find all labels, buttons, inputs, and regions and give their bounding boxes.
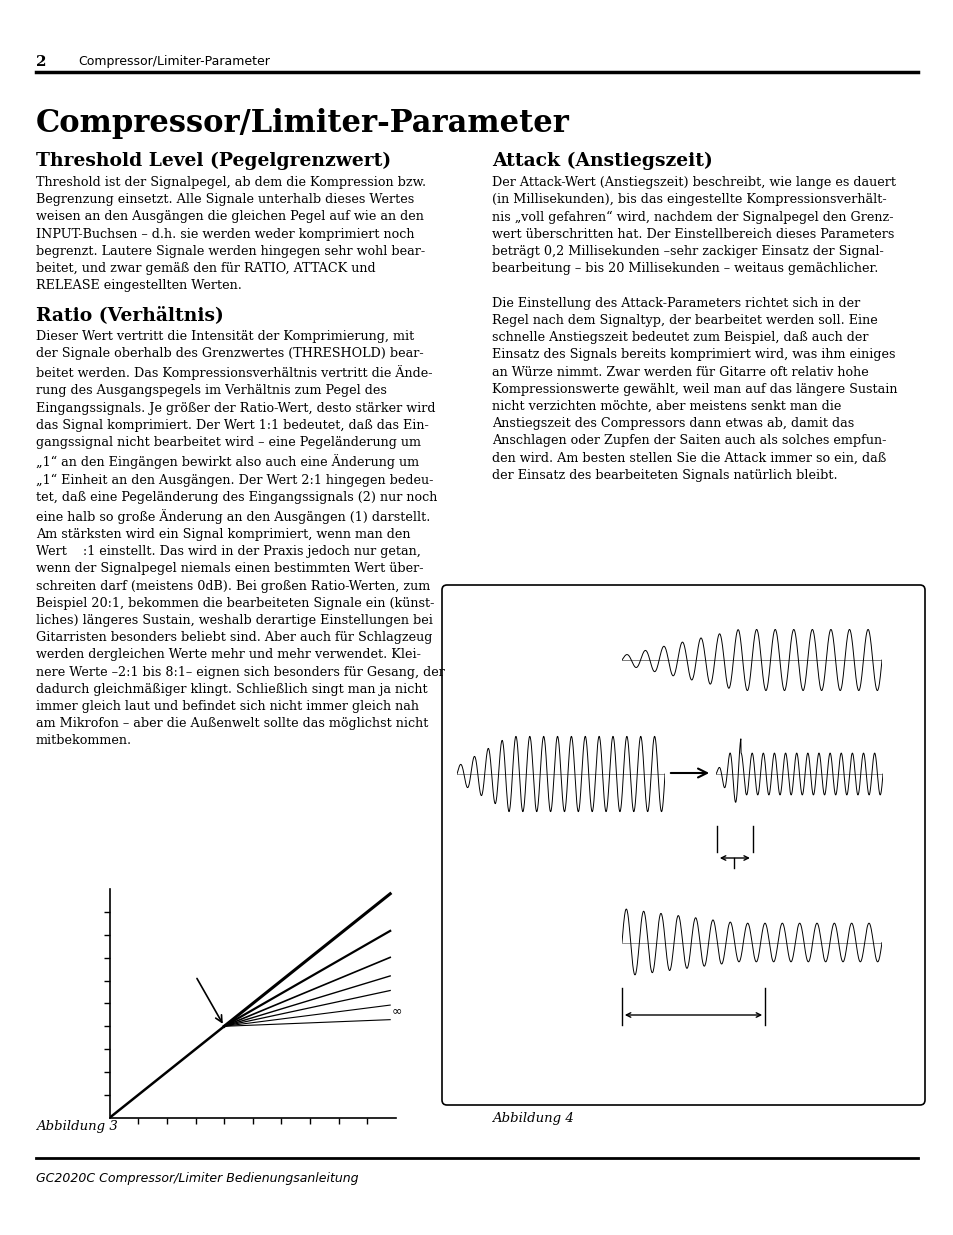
Text: Threshold Level (Pegelgrenzwert): Threshold Level (Pegelgrenzwert) bbox=[36, 152, 391, 170]
Text: Attack (Anstiegszeit): Attack (Anstiegszeit) bbox=[492, 152, 712, 170]
Text: Abbildung 4: Abbildung 4 bbox=[492, 1112, 573, 1125]
Text: Ratio (Verhältnis): Ratio (Verhältnis) bbox=[36, 306, 224, 324]
Text: Der Attack-Wert (Anstiegszeit) beschreibt, wie lange es dauert
(in Millisekunden: Der Attack-Wert (Anstiegszeit) beschreib… bbox=[492, 177, 897, 482]
FancyBboxPatch shape bbox=[441, 585, 924, 1105]
Text: 2: 2 bbox=[36, 56, 47, 69]
Text: GC2020C Compressor/Limiter Bedienungsanleitung: GC2020C Compressor/Limiter Bedienungsanl… bbox=[36, 1172, 358, 1186]
Text: Compressor/Limiter-Parameter: Compressor/Limiter-Parameter bbox=[36, 107, 569, 140]
Text: ∞: ∞ bbox=[391, 1004, 401, 1018]
Text: Abbildung 3: Abbildung 3 bbox=[36, 1120, 117, 1132]
Text: Compressor/Limiter-Parameter: Compressor/Limiter-Parameter bbox=[78, 56, 270, 68]
Text: Threshold ist der Signalpegel, ab dem die Kompression bzw.
Begrenzung einsetzt. : Threshold ist der Signalpegel, ab dem di… bbox=[36, 177, 426, 293]
Text: Dieser Wert vertritt die Intensität der Komprimierung, mit
der Signale oberhalb : Dieser Wert vertritt die Intensität der … bbox=[36, 330, 444, 747]
